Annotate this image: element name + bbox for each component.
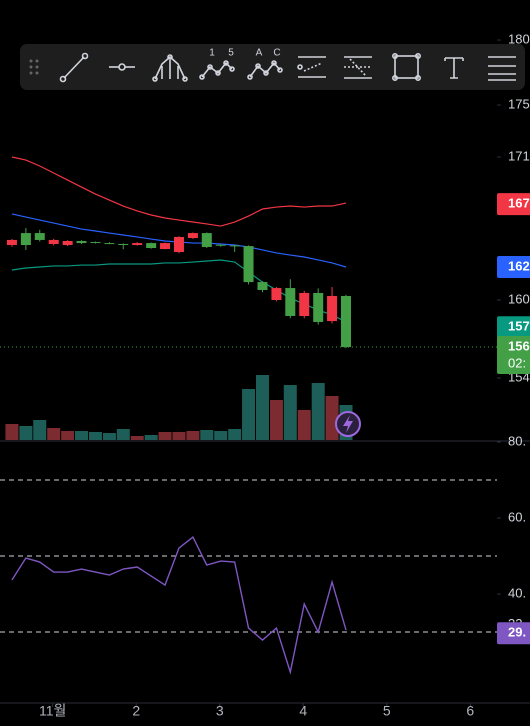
candle-body: [215, 244, 226, 246]
candle-body: [243, 246, 254, 283]
candle-body: [299, 292, 310, 316]
x-tick-label: 2: [132, 703, 140, 719]
volume-bar: [47, 428, 61, 440]
candle-body: [104, 243, 115, 245]
volume-bar: [75, 431, 89, 440]
price-tag: [497, 193, 530, 216]
candle-body: [285, 288, 296, 316]
volume-bar: [311, 383, 325, 440]
price-tag: [497, 316, 530, 339]
volume-bar: [283, 385, 297, 440]
candle-body: [327, 295, 338, 322]
y-tick-label: 180: [508, 31, 530, 46]
candle-body: [257, 282, 268, 290]
candle-body: [173, 236, 184, 253]
y-tick-label: 171: [508, 148, 530, 163]
volume-bar: [269, 400, 283, 440]
volume-bar: [33, 420, 47, 440]
volume-bar: [19, 426, 33, 440]
volume-bar: [228, 429, 242, 440]
price-tag-label: 167: [508, 196, 530, 211]
candle-body: [118, 243, 129, 245]
volume-bar: [297, 410, 311, 440]
y-tick-label: 60.: [508, 509, 526, 524]
y-tick-label: 40.: [508, 585, 526, 600]
candle-body: [48, 239, 59, 244]
volume-bar: [144, 435, 158, 440]
y-tick-label: 175: [508, 96, 530, 111]
rsi-line: [11, 535, 347, 675]
x-tick-label: 6: [466, 703, 474, 719]
y-tick-label: 160: [508, 291, 530, 306]
volume-bar: [255, 375, 269, 440]
price-tag-countdown: 02:: [508, 355, 526, 370]
candle-body: [146, 243, 157, 249]
volume-bar: [158, 432, 172, 440]
volume-bar: [116, 429, 130, 440]
x-tick-label: 3: [216, 703, 224, 719]
price-tag: [497, 255, 530, 278]
candle-body: [34, 233, 45, 240]
candle-body: [90, 242, 101, 244]
candle-body: [187, 233, 198, 239]
candle-body: [271, 288, 282, 301]
volume-bar: [186, 431, 200, 440]
price-tag: [497, 336, 530, 375]
candle-body: [313, 292, 324, 322]
volume-bar: [5, 424, 19, 440]
candle-body: [6, 239, 17, 246]
volume-bar: [172, 432, 186, 440]
volume-bar: [242, 389, 256, 440]
price-tag-label: 156: [508, 338, 530, 353]
price-tag-label: 157: [508, 319, 530, 334]
y-tick-label: 80.: [508, 433, 526, 448]
candle-body: [341, 295, 352, 348]
candle-body: [62, 240, 73, 246]
price-tag-label: 162: [508, 258, 530, 273]
candle-body: [201, 233, 212, 247]
candle-body: [229, 245, 240, 247]
candle-body: [20, 233, 31, 246]
volume-bar: [130, 436, 144, 440]
volume-bar: [61, 431, 75, 440]
x-tick-label: 11월: [39, 703, 66, 719]
volume-bar: [200, 430, 214, 440]
volume-bar: [339, 405, 353, 440]
volume-bar: [88, 432, 102, 440]
volume-bar: [102, 433, 116, 440]
value-tag-label: 29.: [508, 625, 526, 640]
candle-body: [76, 240, 87, 244]
bollinger-line: [11, 156, 347, 227]
x-tick-label: 5: [383, 703, 391, 719]
candle-body: [132, 243, 143, 246]
value-tag: [497, 622, 530, 645]
candle-body: [160, 243, 171, 250]
volume-bar: [325, 396, 339, 440]
x-tick-label: 4: [299, 703, 307, 719]
volume-bar: [214, 431, 228, 440]
